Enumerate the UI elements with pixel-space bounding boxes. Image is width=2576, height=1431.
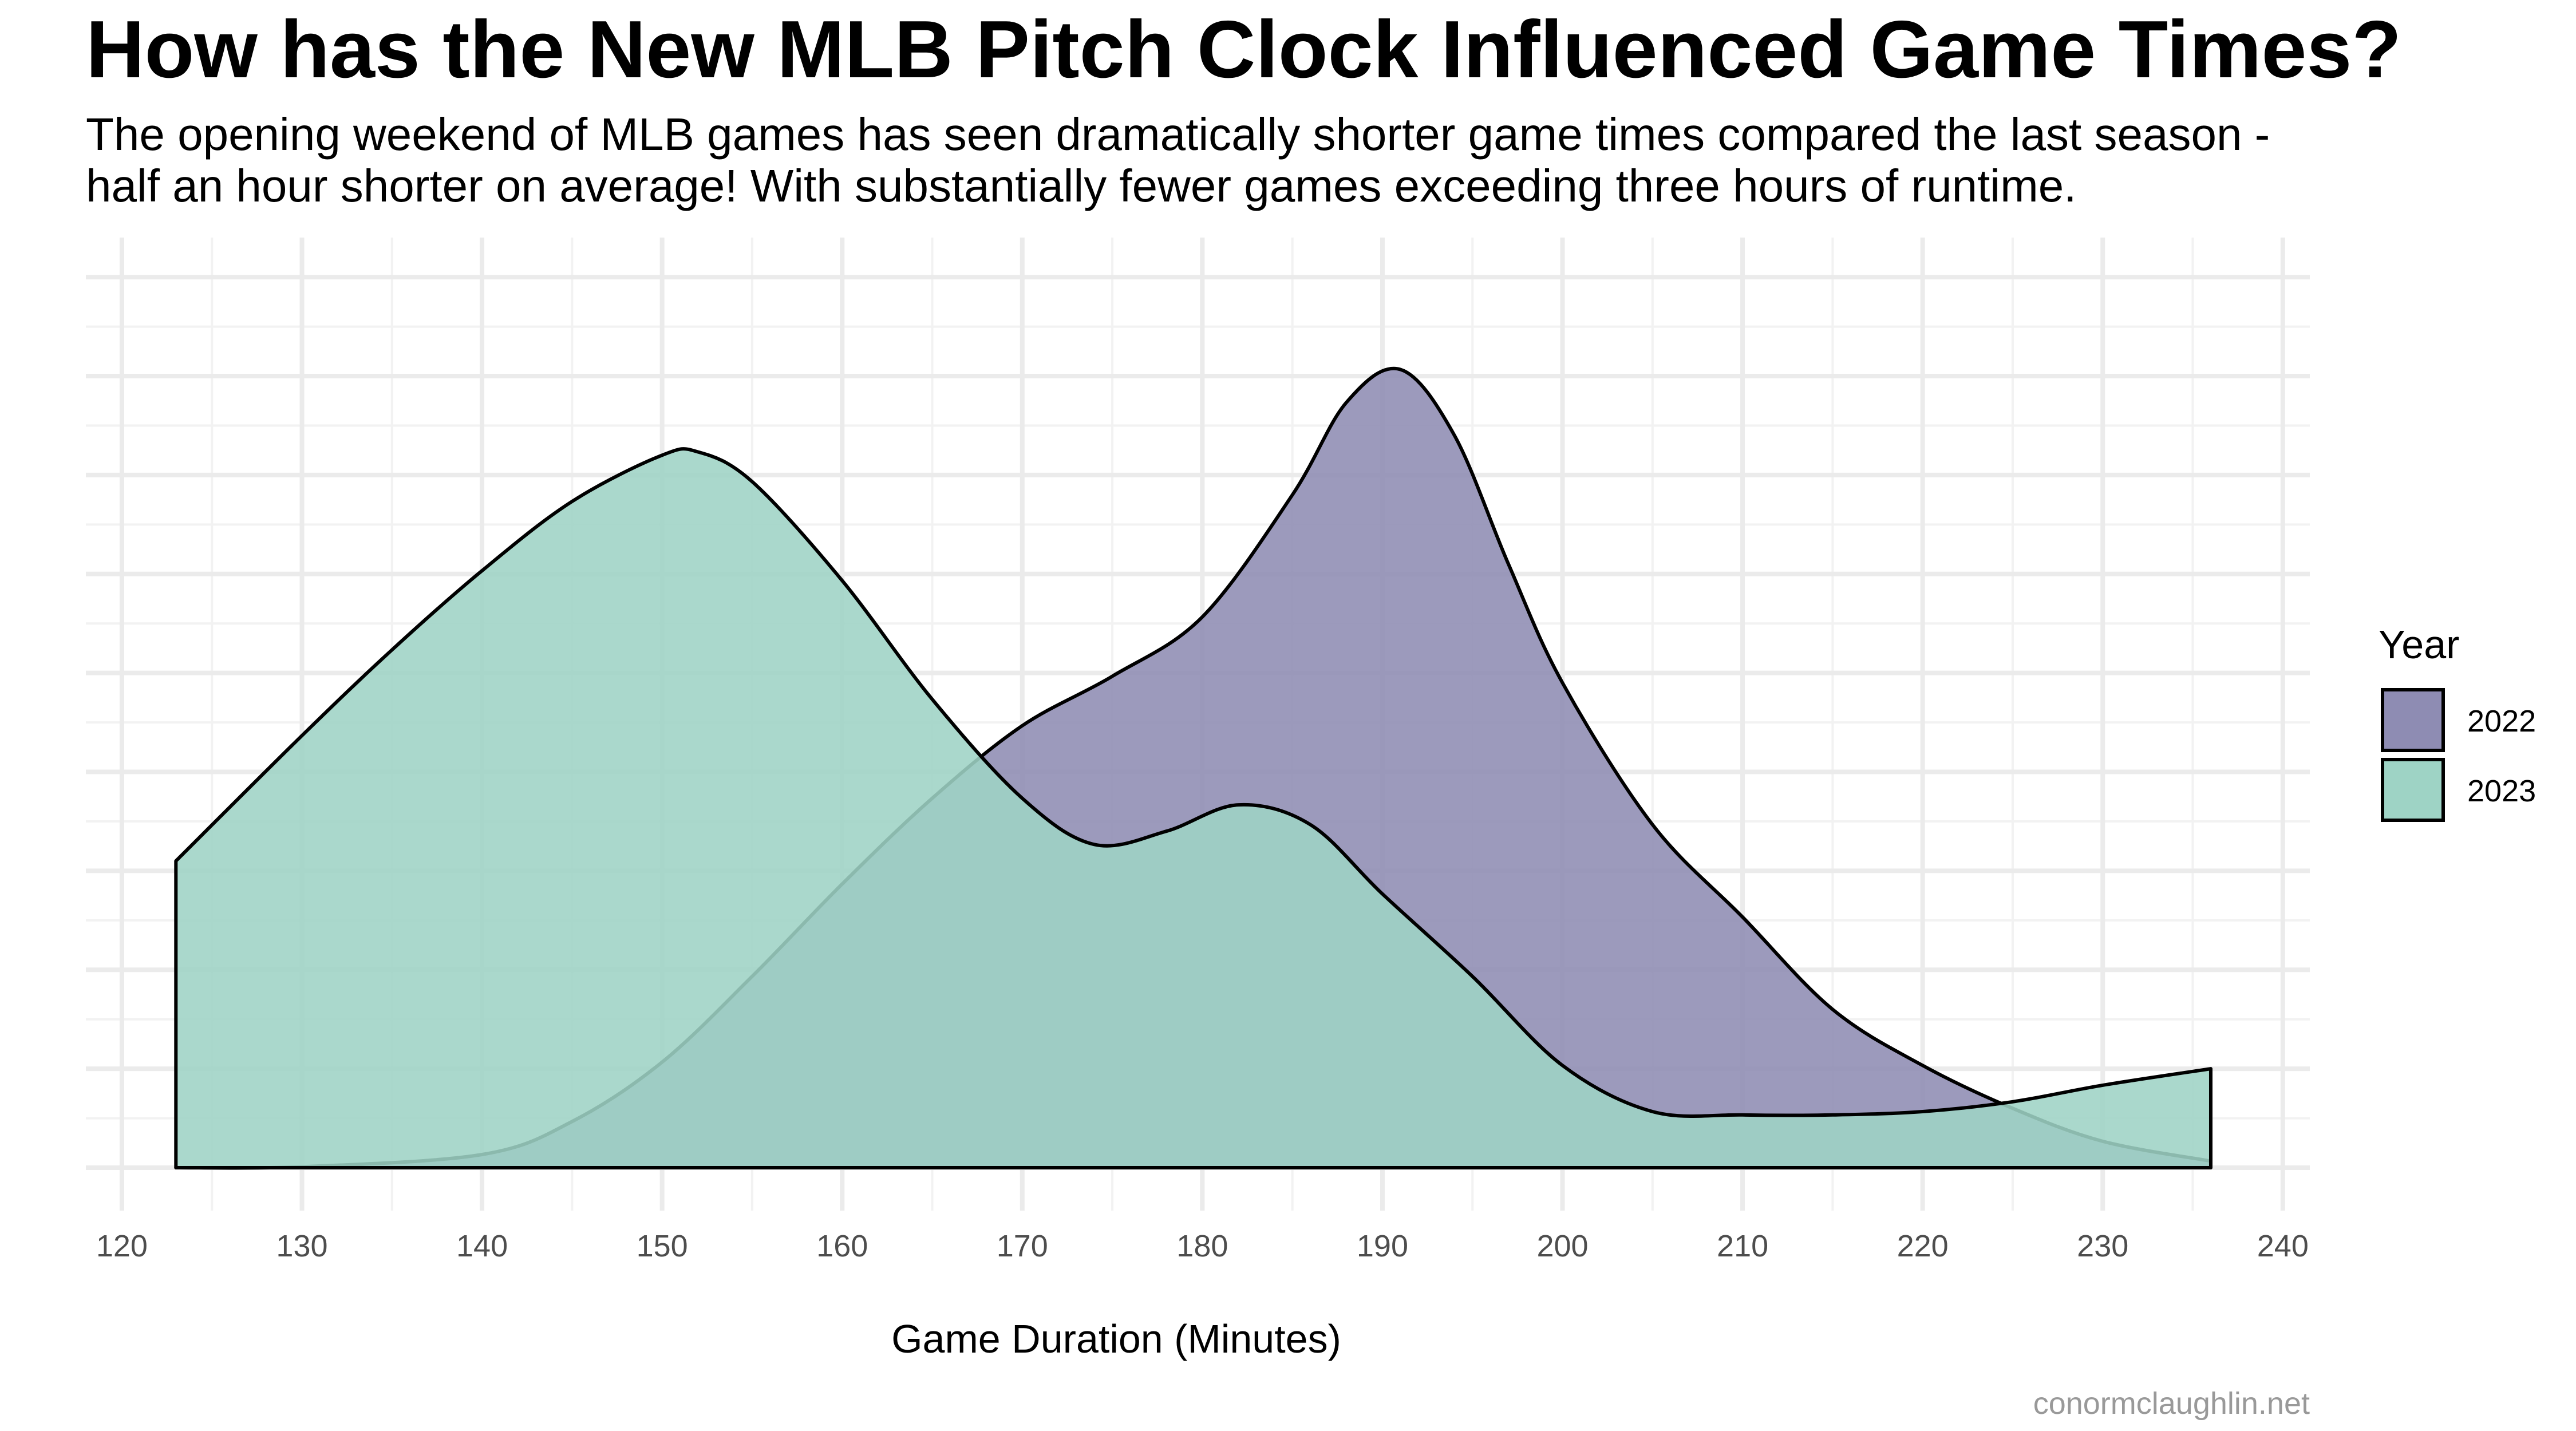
x-tick-label-240: 240 xyxy=(2257,1229,2309,1263)
density-area-2022 xyxy=(176,368,2211,1168)
x-tick-label-170: 170 xyxy=(997,1229,1048,1263)
legend-title: Year xyxy=(2379,622,2459,667)
legend-label-2023: 2023 xyxy=(2467,774,2536,808)
x-tick-label-190: 190 xyxy=(1357,1229,1408,1263)
x-tick-label-130: 130 xyxy=(276,1229,327,1263)
chart-title: How has the New MLB Pitch Clock Influenc… xyxy=(86,4,2401,95)
x-tick-label-140: 140 xyxy=(456,1229,508,1263)
x-tick-label-230: 230 xyxy=(2077,1229,2128,1263)
density-areas xyxy=(174,366,2212,1170)
legend-label-2022: 2022 xyxy=(2467,704,2536,738)
chart-subtitle-line-2: half an hour shorter on average! With su… xyxy=(86,160,2076,211)
x-tick-label-120: 120 xyxy=(96,1229,148,1263)
x-tick-label-210: 210 xyxy=(1717,1229,1768,1263)
density-area-2023 xyxy=(176,449,2211,1168)
x-tick-label-160: 160 xyxy=(816,1229,868,1263)
legend-key-2023 xyxy=(2381,758,2445,822)
legend-key-2022 xyxy=(2381,688,2445,752)
caption: conormclaughlin.net xyxy=(2033,1386,2310,1421)
chart-subtitle-line-1: The opening weekend of MLB games has see… xyxy=(86,109,2270,160)
x-tick-label-200: 200 xyxy=(1536,1229,1588,1263)
x-tick-label-150: 150 xyxy=(637,1229,688,1263)
x-tick-label-220: 220 xyxy=(1897,1229,1949,1263)
legend: Year 2022 2023 xyxy=(2379,622,2536,822)
x-axis-ticks: 120 130 140 150 160 170 180 190 200 210 220 230 240 xyxy=(96,1229,2309,1263)
x-axis-title: Game Duration (Minutes) xyxy=(891,1317,1341,1361)
density-outline-2023 xyxy=(174,447,2212,1169)
x-tick-label-180: 180 xyxy=(1176,1229,1228,1263)
